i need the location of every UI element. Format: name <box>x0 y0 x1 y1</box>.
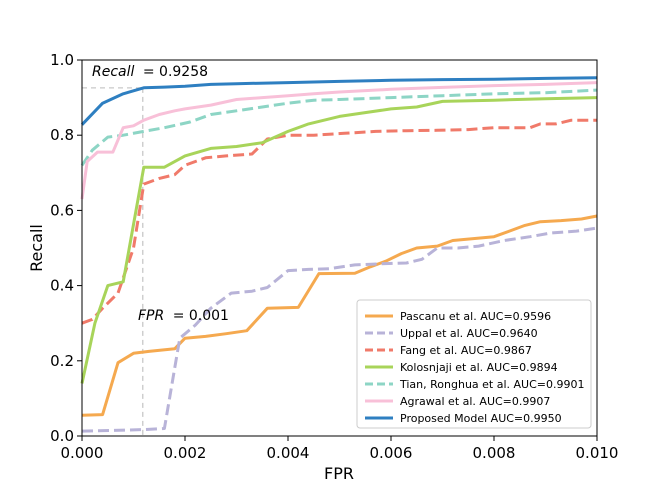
legend: Pascanu et al. AUC=0.9596 Uppal et al. AU… <box>356 299 592 429</box>
fpr-annotation-value: = 0.001 <box>173 308 229 324</box>
x-tick-label: 0.002 <box>164 444 207 462</box>
series-line-agrawal <box>80 81 598 200</box>
y-tick-label: 0.8 <box>50 126 74 144</box>
plot-frame <box>81 59 598 437</box>
x-tick-label: 0.010 <box>576 444 619 462</box>
series-line-kolosnjaji <box>80 96 598 384</box>
legend-box <box>356 299 592 429</box>
x-tick-label: 0.004 <box>267 444 310 462</box>
series-line-pascanu <box>81 214 598 417</box>
recall-annotation: Recall = 0.9258 <box>92 64 208 80</box>
series-line-proposed <box>80 76 598 126</box>
x-axis-label: FPR <box>324 464 354 483</box>
y-tick-label: 0.2 <box>50 352 74 370</box>
y-tick-label: 0.6 <box>50 201 74 219</box>
fpr-annotation-label: FPR <box>138 308 164 324</box>
y-tick-label: 1.0 <box>50 51 74 69</box>
y-tick-label: 0.4 <box>50 277 74 295</box>
x-tick-label: 0.008 <box>473 444 516 462</box>
legend-label-uppal: Uppal et al. AUC=0.9640 <box>400 327 538 340</box>
recall-annotation-value: = 0.9258 <box>143 64 208 80</box>
legend-label-tian: Tian, Ronghua et al. AUC=0.9901 <box>399 378 585 391</box>
legend-label-kolosnjaji: Kolosnjaji et al. AUC=0.9894 <box>400 361 558 374</box>
y-tick-label: 0.0 <box>50 427 74 445</box>
legend-label-agrawal: Agrawal et al. AUC=0.9907 <box>400 395 550 408</box>
fpr-annotation: FPR = 0.001 <box>138 308 229 324</box>
legend-label-pascanu: Pascanu et al. AUC=0.9596 <box>400 310 551 323</box>
legend-label-fang: Fang et al. AUC=0.9867 <box>400 344 532 357</box>
series-line-fang <box>81 118 597 325</box>
recall-annotation-label: Recall <box>92 64 135 80</box>
x-tick-label: 0.006 <box>370 444 413 462</box>
y-axis-label: Recall <box>27 224 46 272</box>
legend-label-proposed: Proposed Model AUC=0.9950 <box>400 412 562 425</box>
x-tick-label: 0.000 <box>61 444 104 462</box>
